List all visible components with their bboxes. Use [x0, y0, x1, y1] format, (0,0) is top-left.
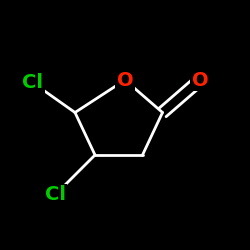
- Text: O: O: [117, 70, 133, 90]
- Text: Cl: Cl: [44, 186, 66, 204]
- Text: O: O: [192, 70, 208, 90]
- Text: Cl: Cl: [22, 73, 43, 92]
